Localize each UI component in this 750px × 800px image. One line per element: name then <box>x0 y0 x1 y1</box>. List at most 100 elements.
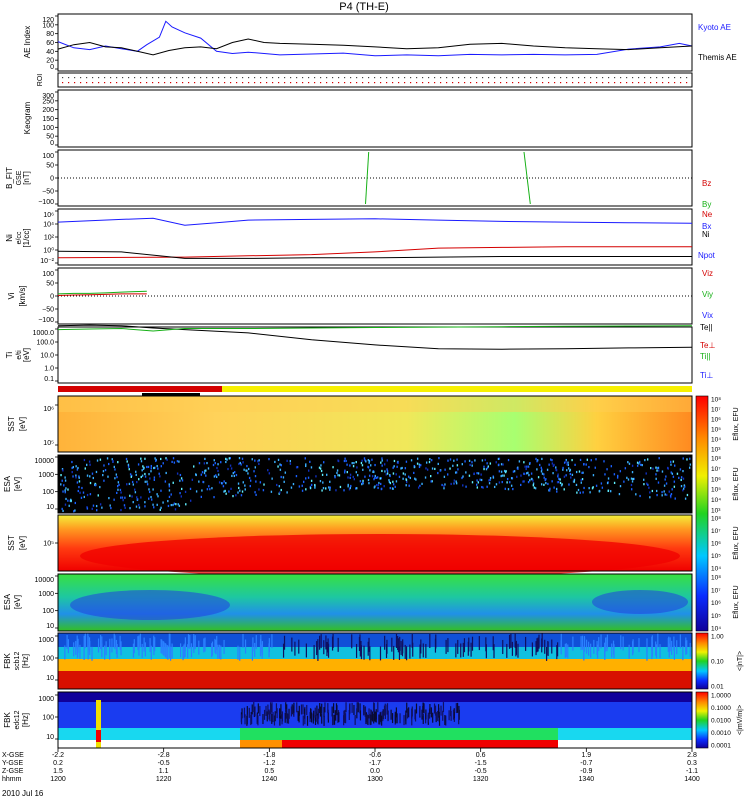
esa-ion-pixel <box>530 472 533 475</box>
esa-ion-pixel <box>162 501 164 504</box>
fbk-e-y-tick-label: 100 <box>42 715 54 722</box>
fbk-e-streak <box>256 713 258 724</box>
fbk-e-streak <box>279 715 281 726</box>
esa-ion-pixel <box>65 497 67 501</box>
sst-ion-frame <box>57 395 693 453</box>
esa-ion-pixel <box>322 487 325 490</box>
ae-y-tick-label: 100 <box>42 22 54 29</box>
fbk-e-streak <box>430 707 432 718</box>
esa-ion-pixel <box>292 482 295 486</box>
fbk-e-streak <box>399 713 401 724</box>
fbk-b-streak <box>514 633 516 648</box>
fbk-e-streak <box>253 707 255 718</box>
roi-dot <box>494 82 496 84</box>
ae-y-tick-label: 60 <box>46 40 54 47</box>
fbk-e-streak <box>351 702 353 713</box>
fbk-e-streak <box>323 707 325 718</box>
esa-ion-pixel <box>150 464 153 468</box>
roi-dot <box>362 82 364 84</box>
esa-ion-pixel <box>532 484 535 487</box>
esa-ion-pixel <box>408 484 410 487</box>
esa-ion-pixel <box>557 473 559 476</box>
esa-ion-pixel <box>437 471 439 475</box>
esa-ion-pixel <box>607 489 609 493</box>
fbk-b-streak <box>560 640 562 655</box>
esa-ion-pixel <box>465 485 467 488</box>
esa-ion-pixel <box>117 488 119 491</box>
fbk-b-streak <box>101 643 103 658</box>
esa-ion-pixel <box>661 494 663 497</box>
esa-ion-pixel <box>310 483 313 487</box>
esa-ion-pixel <box>421 482 423 485</box>
esa-ion-pixel <box>92 476 94 480</box>
roi-dot <box>404 82 406 84</box>
roi-dot <box>350 82 352 84</box>
esa-ion-pixel <box>461 476 463 480</box>
fbk-e-streak <box>297 710 299 721</box>
esa-ion-pixel <box>513 470 516 473</box>
esa-ion-pixel <box>384 470 386 473</box>
fbk-b-streak <box>109 645 111 660</box>
legend-viz: Viz <box>702 269 713 278</box>
esa-ion-pixel <box>663 490 665 493</box>
esa-ion-pixel <box>168 489 171 492</box>
esa-ion-pixel <box>398 475 401 478</box>
esa-ion-pixel <box>172 503 174 507</box>
x-tick-label: 0.6 <box>476 752 486 759</box>
fbk-b-streak <box>320 634 322 649</box>
esa-ion-pixel <box>510 477 513 480</box>
fbk-b-streak <box>583 646 585 661</box>
fbk-b-streak <box>525 636 527 651</box>
fbk-b-streak <box>588 641 590 656</box>
fbk-e-streak <box>423 703 425 714</box>
esa-ion-pixel <box>148 497 150 500</box>
eflux-sst-ion-tick-label: 10⁷ <box>711 407 721 414</box>
sst-ion-upper-band <box>58 396 692 412</box>
esa-ion-pixel <box>471 464 473 467</box>
roi-panel: ROI <box>37 72 693 88</box>
esa-ion-pixel <box>86 493 89 497</box>
fbk-e-streak <box>366 714 368 725</box>
esa-ion-pixel <box>121 496 124 499</box>
esa-ion-pixel <box>77 489 79 493</box>
fbk-b-streak <box>463 638 466 653</box>
esa-ion-pixel <box>368 474 371 477</box>
esa-ion-pixel <box>609 490 612 493</box>
roi-dot <box>122 77 124 79</box>
legend-npot: Npot <box>698 251 716 260</box>
esa-ion-pixel <box>425 461 428 464</box>
fbk-e-streak <box>357 702 359 713</box>
fbk-b-streak <box>111 638 113 653</box>
roi-dot <box>566 82 568 84</box>
esa-elec-blue-left <box>70 590 230 620</box>
esa-ion-pixel <box>640 463 642 466</box>
roi-dot <box>650 82 652 84</box>
roi-dot <box>482 77 484 79</box>
roi-dot <box>158 82 160 84</box>
esa-ion-pixel <box>567 463 570 467</box>
fbk-b-streak <box>544 639 546 654</box>
esa-ion-pixel <box>526 472 528 475</box>
fbk-e-streak <box>434 705 437 716</box>
esa-ion-pixel <box>179 479 181 482</box>
fbk-b-streak <box>141 643 143 658</box>
esa-ion-pixel <box>568 483 570 486</box>
esa-ion-pixel <box>488 479 490 482</box>
roi-dot <box>92 82 94 84</box>
fbk-e-streak <box>440 705 442 716</box>
roi-dot <box>302 82 304 84</box>
esa-ion-pixel <box>232 472 234 475</box>
esa-ion-pixel <box>255 480 257 483</box>
esa-ion-pixel <box>375 476 378 479</box>
esa-ion-pixel <box>156 464 158 468</box>
esa-ion-pixel <box>136 496 138 499</box>
legend-viy: Viy <box>702 290 713 299</box>
esa-ion-pixel <box>129 473 132 476</box>
esa-ion-pixel <box>462 484 464 487</box>
esa-ion-pixel <box>64 479 67 482</box>
fbk-b-streak <box>171 644 173 659</box>
legend-ni: Ni <box>702 230 710 239</box>
esa-ion-pixel <box>150 495 152 499</box>
roi-ylabel: ROI <box>37 74 44 87</box>
